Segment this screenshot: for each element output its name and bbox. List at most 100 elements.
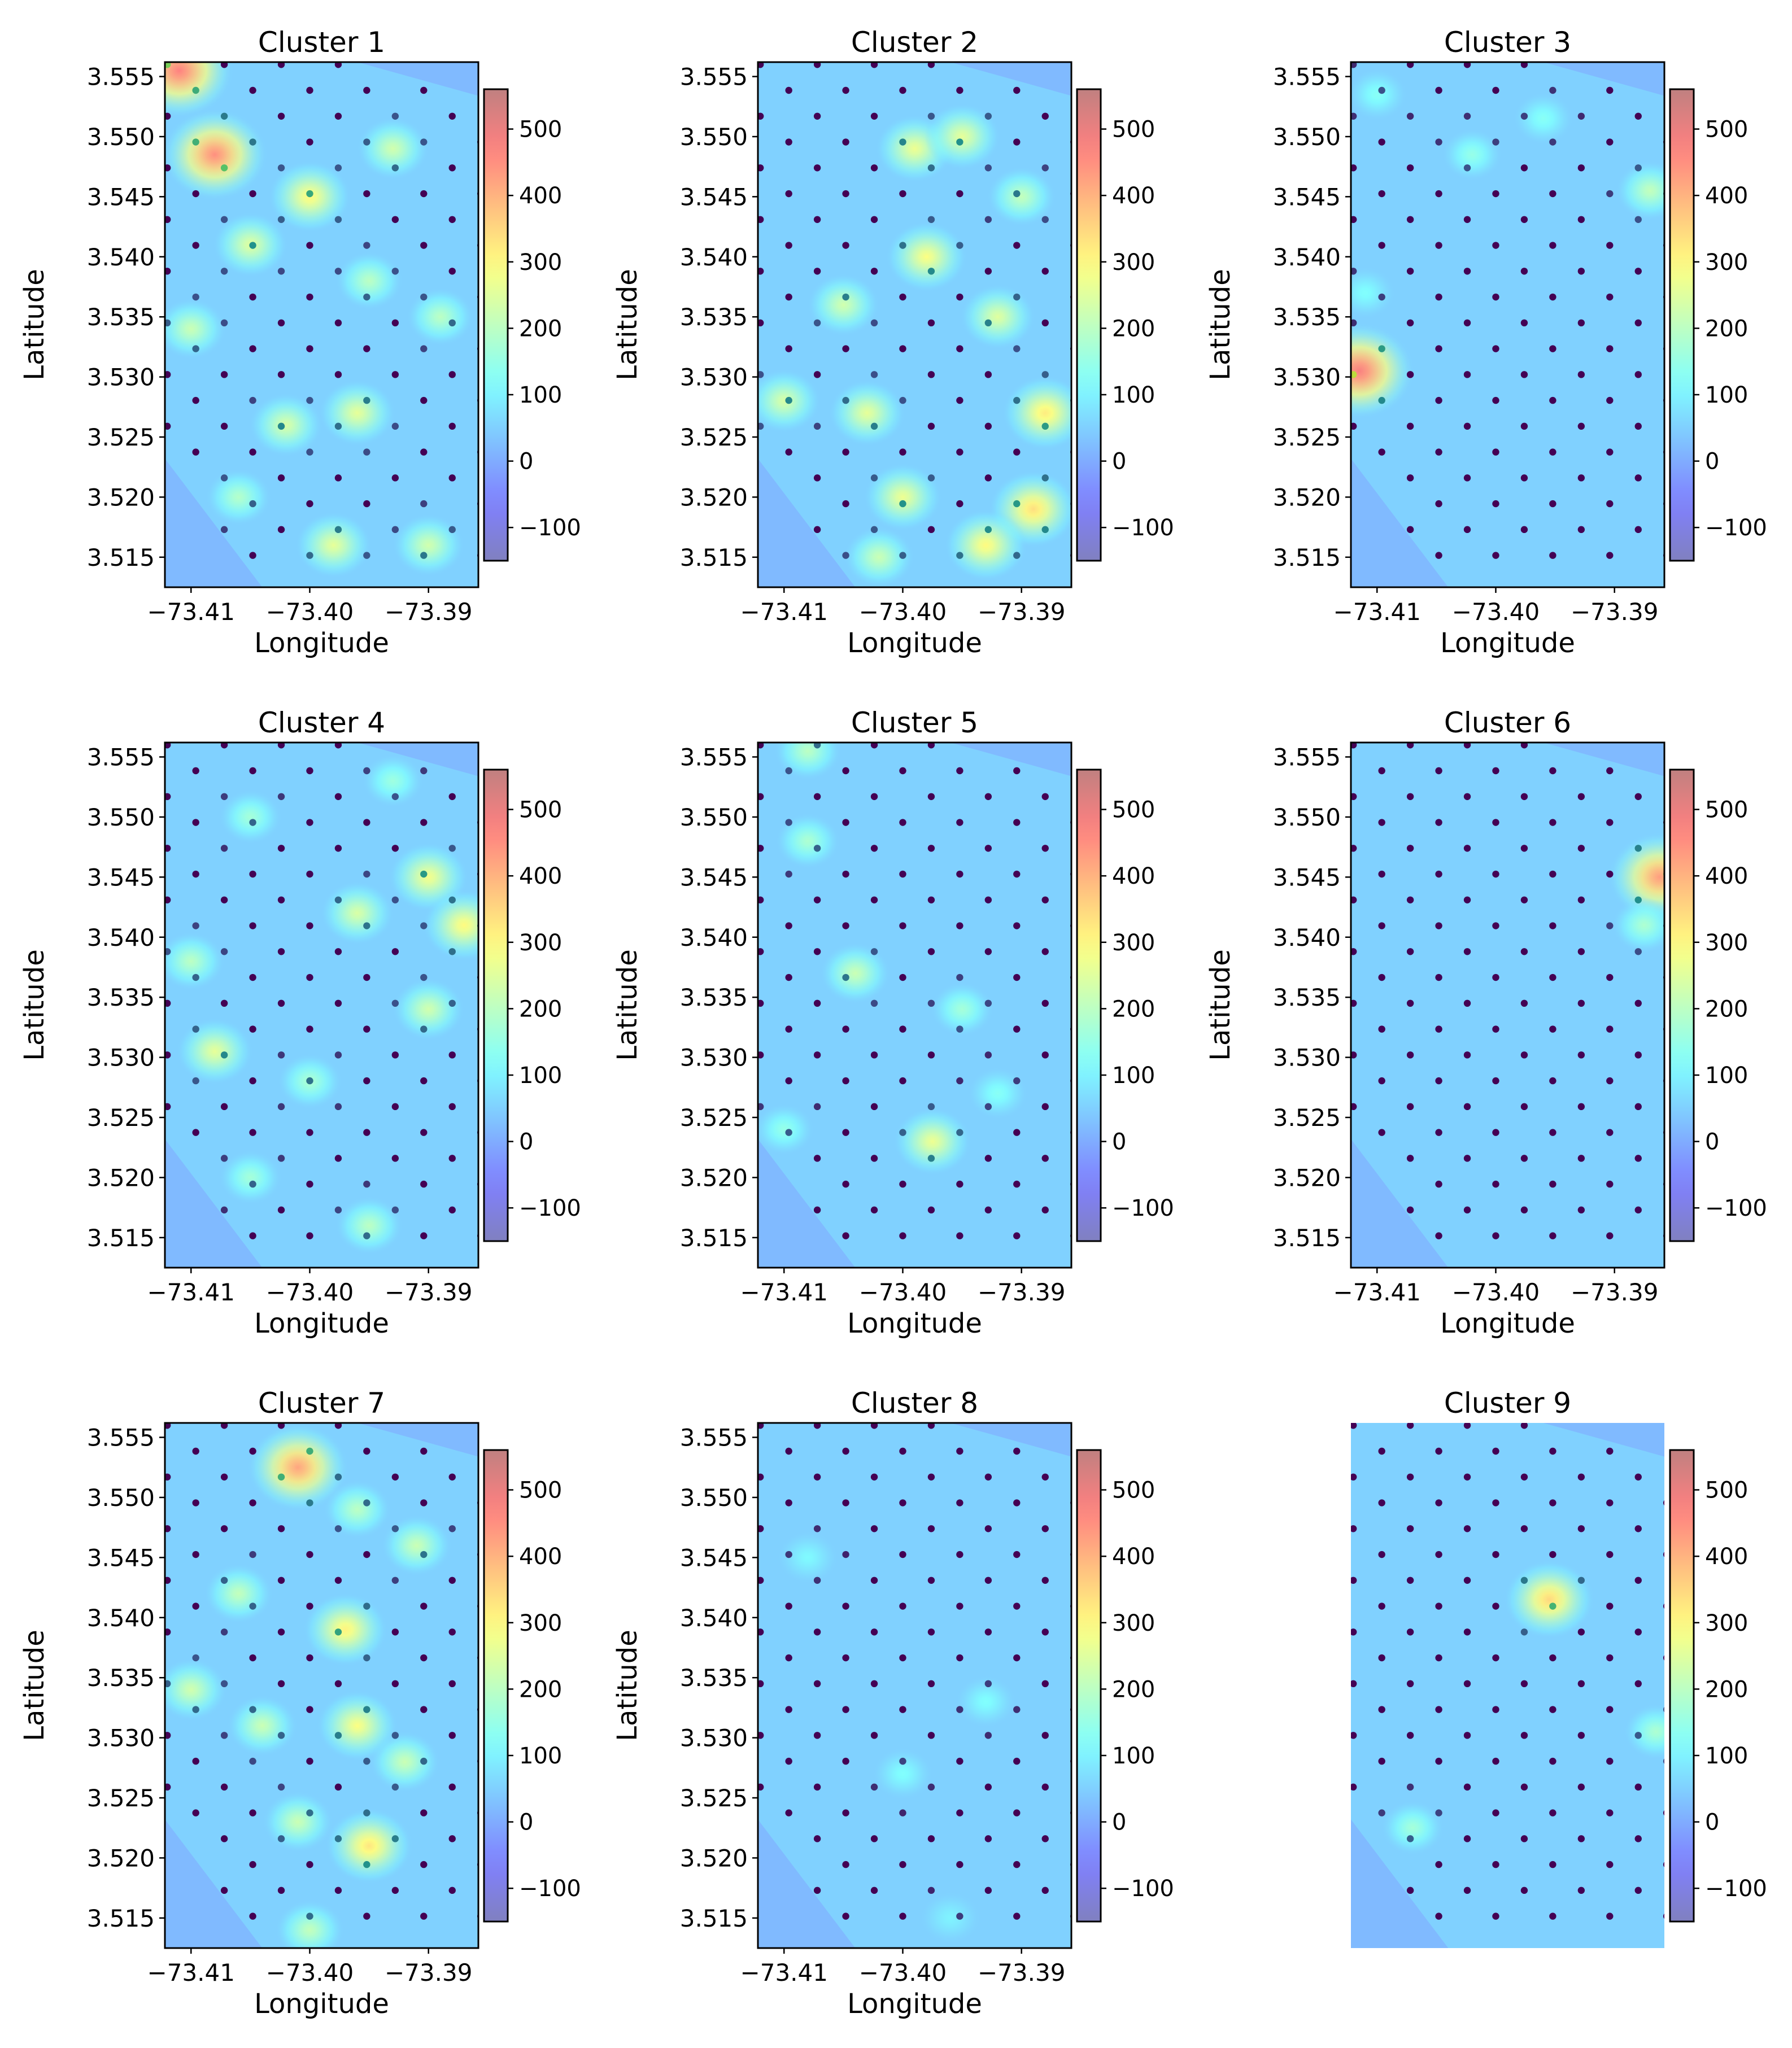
sample-point [1435, 767, 1442, 775]
sample-point [1606, 922, 1614, 929]
sample-point [420, 1025, 428, 1033]
sample-point [1463, 1103, 1471, 1111]
sample-point [785, 1654, 792, 1662]
y-tick-label: 3.550 [1273, 804, 1341, 831]
sample-point [984, 1473, 992, 1481]
sample-point [1406, 1051, 1414, 1059]
y-tick-label: 3.530 [680, 1724, 748, 1752]
sample-point [192, 1706, 199, 1713]
y-tick-label: 3.515 [1273, 544, 1341, 571]
y-tick-label: 3.545 [1273, 863, 1341, 891]
sample-point [1406, 1525, 1414, 1532]
panel-title: Cluster 4 [258, 706, 385, 739]
colorbar-tick-label: 400 [519, 183, 562, 209]
sample-point [785, 1551, 792, 1558]
sample-point [391, 1525, 399, 1532]
colorbar-tick-label: 100 [1112, 1743, 1155, 1769]
sample-point [334, 216, 342, 223]
hotspot [1504, 1560, 1594, 1639]
sample-point [334, 1206, 342, 1214]
y-tick-label: 3.555 [87, 63, 155, 91]
y-axis-label: Latitude [612, 949, 643, 1061]
x-tick-label: −73.40 [266, 1278, 354, 1306]
sample-point [842, 1447, 849, 1455]
sample-point [363, 1602, 370, 1610]
sample-point [249, 1551, 256, 1558]
hotspot [295, 512, 372, 578]
sample-point [927, 268, 935, 275]
sample-point [956, 293, 963, 301]
hotspot [778, 1532, 838, 1583]
sample-point [870, 1155, 878, 1162]
sample-point [448, 896, 456, 903]
sample-point [870, 999, 878, 1007]
colorbar-tick-label: 300 [1705, 250, 1748, 276]
sample-point [1520, 62, 1528, 68]
sample-point [420, 1447, 428, 1455]
sample-point [448, 1783, 456, 1791]
sample-point [448, 1206, 456, 1214]
sample-point [1549, 1654, 1556, 1662]
sample-point [277, 1887, 285, 1894]
sample-point [758, 112, 764, 120]
sample-point [842, 1180, 849, 1188]
sample-point [1520, 1732, 1528, 1739]
sample-point [277, 422, 285, 430]
sample-point [758, 999, 764, 1007]
sample-point [420, 293, 428, 301]
sample-point [448, 1103, 456, 1111]
hotspot [206, 469, 271, 526]
sample-point [448, 1887, 456, 1894]
sample-point [391, 319, 399, 327]
x-tick-label: −73.41 [1333, 1278, 1421, 1306]
heatmap [1351, 743, 1664, 1268]
sample-point [1463, 1525, 1471, 1532]
panel-title: Cluster 7 [258, 1387, 385, 1420]
sample-point [842, 1499, 849, 1506]
sample-point [785, 973, 792, 981]
sample-point [956, 1912, 963, 1920]
heatmap [758, 62, 1071, 587]
sample-point [899, 870, 906, 878]
sample-point [363, 345, 370, 352]
sample-point [1435, 190, 1442, 198]
sample-point [758, 319, 764, 327]
sample-point [249, 1654, 256, 1662]
sample-point [758, 1473, 764, 1481]
sample-point [306, 448, 313, 456]
sample-point [249, 1025, 256, 1033]
sample-point [1549, 1757, 1556, 1765]
sample-point [1041, 216, 1049, 223]
sample-point [842, 870, 849, 878]
x-axis-label: Longitude [254, 1988, 389, 2020]
sample-point [956, 1077, 963, 1085]
hotspot [758, 1104, 813, 1155]
sample-point [277, 474, 285, 482]
sample-point [192, 819, 199, 826]
sample-point [249, 819, 256, 826]
sample-point [1606, 1447, 1614, 1455]
sample-point [927, 371, 935, 378]
sample-point [1577, 474, 1585, 482]
sample-point [1549, 1077, 1556, 1085]
sample-point [813, 1423, 821, 1429]
sample-point [984, 1525, 992, 1532]
sample-point [1435, 1809, 1442, 1816]
sample-point [220, 1680, 228, 1688]
sample-point [1406, 112, 1414, 120]
sample-point [165, 896, 171, 903]
sample-point [1520, 1835, 1528, 1842]
sample-point [1549, 138, 1556, 146]
sample-point [956, 500, 963, 508]
sample-point [1406, 1155, 1414, 1162]
sample-point [1549, 396, 1556, 404]
y-tick-label: 3.525 [1273, 1104, 1341, 1132]
sample-point [984, 1887, 992, 1894]
sample-point [984, 164, 992, 172]
sample-point [1013, 345, 1021, 352]
sample-point [1406, 743, 1414, 749]
colorbar-tick-label: 0 [519, 1129, 533, 1155]
sample-point [785, 1706, 792, 1713]
sample-point [220, 319, 228, 327]
sample-point [363, 86, 370, 94]
